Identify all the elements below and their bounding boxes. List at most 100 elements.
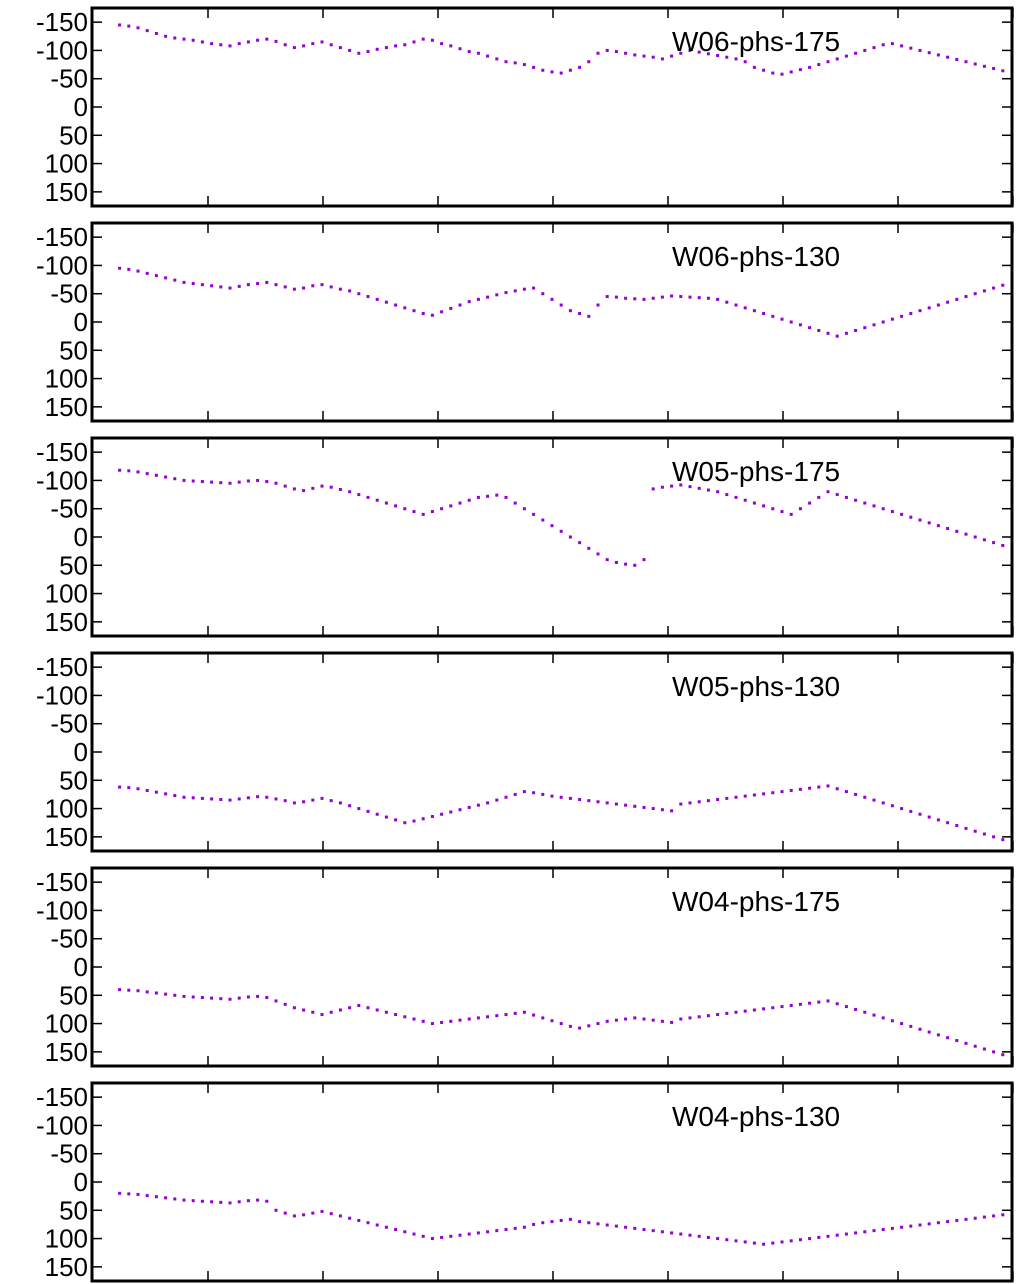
- data-point: [495, 1229, 499, 1233]
- data-point: [642, 805, 646, 809]
- data-point: [918, 1223, 922, 1227]
- data-point: [504, 495, 508, 499]
- data-point: [384, 815, 388, 819]
- data-point: [118, 988, 122, 992]
- data-point: [651, 296, 655, 300]
- data-point: [670, 809, 674, 813]
- data-point: [633, 1226, 637, 1230]
- data-point: [752, 793, 756, 797]
- plot-frame: [90, 866, 1014, 1068]
- data-point: [127, 1192, 131, 1196]
- data-point: [237, 996, 241, 1000]
- data-point: [660, 485, 664, 489]
- data-point: [955, 1218, 959, 1222]
- plot-frame: [90, 6, 1014, 208]
- data-point: [384, 501, 388, 505]
- data-point: [900, 1022, 904, 1026]
- data-point: [605, 48, 609, 52]
- plot-frame: [90, 1081, 1014, 1283]
- data-point: [513, 501, 517, 505]
- data-point: [127, 24, 131, 28]
- data-point: [670, 294, 674, 298]
- data-point: [863, 48, 867, 52]
- data-point: [541, 1221, 545, 1225]
- data-point: [246, 283, 250, 287]
- data-point: [173, 477, 177, 481]
- data-point: [946, 55, 950, 59]
- data-point: [283, 43, 287, 47]
- data-point: [982, 289, 986, 293]
- data-point: [403, 306, 407, 310]
- data-point: [844, 1005, 848, 1009]
- y-tick-label: 150: [45, 392, 88, 422]
- data-point: [265, 795, 269, 799]
- data-point: [440, 1020, 444, 1024]
- data-point: [706, 296, 710, 300]
- data-point: [421, 1019, 425, 1023]
- panel-label: W05-phs-130: [672, 671, 840, 702]
- data-point: [716, 798, 720, 802]
- data-point: [982, 1215, 986, 1219]
- data-point: [559, 1022, 563, 1026]
- data-point: [421, 512, 425, 516]
- data-point: [476, 1016, 480, 1020]
- data-point: [789, 788, 793, 792]
- data-point: [808, 326, 812, 330]
- data-point: [357, 1003, 361, 1007]
- data-point: [532, 791, 536, 795]
- y-tick-label: -150: [36, 437, 88, 467]
- data-point: [587, 1221, 591, 1225]
- data-point: [890, 510, 894, 514]
- data-point: [844, 790, 848, 794]
- data-point: [605, 1223, 609, 1227]
- data-point: [246, 995, 250, 999]
- data-point: [449, 306, 453, 310]
- data-point: [191, 995, 195, 999]
- data-point: [771, 314, 775, 318]
- y-tick-label: -50: [50, 709, 88, 739]
- data-point: [412, 309, 416, 313]
- data-point: [182, 280, 186, 284]
- data-point: [136, 989, 140, 993]
- data-point: [522, 287, 526, 291]
- data-point: [403, 1230, 407, 1234]
- data-point: [826, 490, 830, 494]
- data-point: [246, 796, 250, 800]
- data-point: [532, 286, 536, 290]
- data-point: [927, 521, 931, 525]
- data-point: [513, 1226, 517, 1230]
- data-point: [559, 795, 563, 799]
- data-point: [476, 51, 480, 55]
- data-point: [154, 991, 158, 995]
- data-point: [955, 297, 959, 301]
- y-tick-label: -50: [50, 64, 88, 94]
- data-point: [854, 328, 858, 332]
- data-point: [1001, 283, 1005, 287]
- data-point: [752, 1008, 756, 1012]
- data-point: [228, 997, 232, 1001]
- data-point: [366, 1221, 370, 1225]
- data-points: [118, 266, 1005, 338]
- data-point: [228, 1201, 232, 1205]
- data-point: [173, 278, 177, 282]
- data-point: [366, 495, 370, 499]
- data-point: [532, 1222, 536, 1226]
- data-point: [670, 1020, 674, 1024]
- data-point: [348, 1006, 352, 1010]
- data-point: [918, 812, 922, 816]
- data-point: [817, 1235, 821, 1239]
- data-point: [495, 1014, 499, 1018]
- data-point: [633, 1016, 637, 1020]
- data-point: [136, 787, 140, 791]
- y-tick-label: 150: [45, 1037, 88, 1067]
- data-point: [863, 795, 867, 799]
- data-point: [145, 990, 149, 994]
- data-point: [311, 1010, 315, 1014]
- data-point: [973, 62, 977, 66]
- data-point: [348, 1216, 352, 1220]
- data-point: [228, 286, 232, 290]
- data-points: [118, 784, 1005, 842]
- data-point: [164, 475, 168, 479]
